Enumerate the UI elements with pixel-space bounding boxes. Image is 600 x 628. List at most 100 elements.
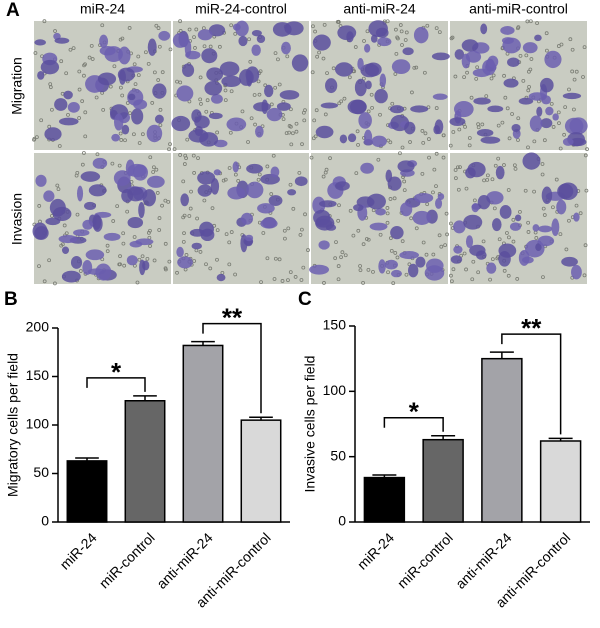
pore	[288, 270, 293, 274]
cell	[335, 62, 354, 77]
pore	[388, 236, 393, 241]
pore	[395, 35, 400, 40]
pore	[453, 168, 458, 172]
cell	[335, 181, 350, 191]
cell	[369, 222, 388, 231]
pore	[390, 101, 395, 106]
cell	[276, 102, 291, 111]
pore	[366, 109, 371, 114]
cell	[246, 163, 263, 174]
pore	[122, 263, 127, 268]
pore	[385, 220, 390, 225]
pore	[528, 19, 533, 24]
pore	[240, 109, 245, 114]
cell	[557, 183, 574, 199]
pore	[476, 122, 481, 127]
pore	[265, 256, 270, 261]
pore	[391, 281, 396, 286]
cell	[255, 125, 264, 138]
pore	[185, 137, 190, 142]
pore	[356, 228, 361, 233]
pore	[485, 178, 490, 182]
pore	[198, 75, 203, 80]
cell	[191, 109, 202, 123]
cell	[84, 201, 97, 211]
pore	[448, 143, 453, 148]
pore	[150, 101, 155, 105]
pore	[288, 124, 293, 129]
cell	[522, 42, 538, 54]
pore	[502, 73, 506, 78]
pore	[233, 31, 238, 36]
cell	[73, 229, 90, 237]
cell	[377, 37, 392, 47]
cell	[287, 189, 297, 196]
pore	[82, 73, 86, 78]
cell	[410, 105, 429, 113]
pore	[361, 242, 366, 247]
y-tick-label: 100	[323, 382, 347, 398]
cell	[573, 212, 580, 222]
pore	[454, 176, 458, 181]
pore	[511, 239, 516, 244]
pore	[462, 251, 467, 256]
y-axis-label: Migratory cells per field	[5, 353, 21, 497]
cell	[197, 184, 213, 197]
micrograph	[309, 151, 449, 286]
pore	[516, 138, 520, 142]
pore	[404, 272, 409, 277]
cell	[404, 121, 416, 135]
pore	[443, 243, 448, 248]
pore	[515, 277, 520, 281]
pore	[154, 23, 159, 28]
pore	[301, 265, 306, 270]
pore	[78, 269, 83, 273]
pore	[421, 240, 426, 245]
cell	[129, 240, 143, 248]
pore	[34, 135, 39, 140]
pore	[223, 98, 228, 103]
pore	[542, 138, 547, 143]
pore	[322, 281, 326, 285]
pore	[414, 226, 419, 231]
cell	[221, 75, 242, 87]
pore	[434, 184, 438, 189]
pore	[90, 57, 95, 61]
micrograph	[32, 151, 172, 286]
significance-label: **	[222, 302, 243, 332]
pore	[182, 231, 186, 236]
pore	[215, 130, 220, 135]
pore	[465, 70, 469, 75]
cell	[353, 204, 364, 212]
pore	[572, 107, 576, 112]
pore	[306, 248, 310, 252]
pore	[568, 37, 573, 42]
pore	[120, 93, 125, 98]
pore	[389, 248, 394, 253]
pore	[287, 130, 291, 135]
pore	[312, 118, 317, 123]
cell	[70, 255, 83, 269]
pore	[146, 230, 151, 235]
pore	[160, 70, 165, 75]
column-label: miR-24-control	[195, 1, 287, 17]
pore	[75, 212, 80, 217]
pore	[323, 112, 328, 117]
y-tick-label: 150	[323, 317, 347, 333]
pore	[229, 230, 234, 234]
cell	[92, 157, 108, 169]
pore	[449, 273, 453, 278]
pore	[549, 102, 554, 106]
pore	[527, 84, 531, 89]
pore	[215, 228, 220, 233]
pore	[434, 106, 439, 110]
pore	[540, 172, 545, 177]
pore	[257, 172, 262, 177]
cell	[374, 89, 388, 104]
pore	[336, 20, 341, 25]
pore	[321, 174, 326, 179]
y-tick-label: 100	[26, 416, 50, 432]
pore	[532, 139, 537, 144]
cell	[227, 186, 246, 200]
cell	[279, 90, 300, 100]
